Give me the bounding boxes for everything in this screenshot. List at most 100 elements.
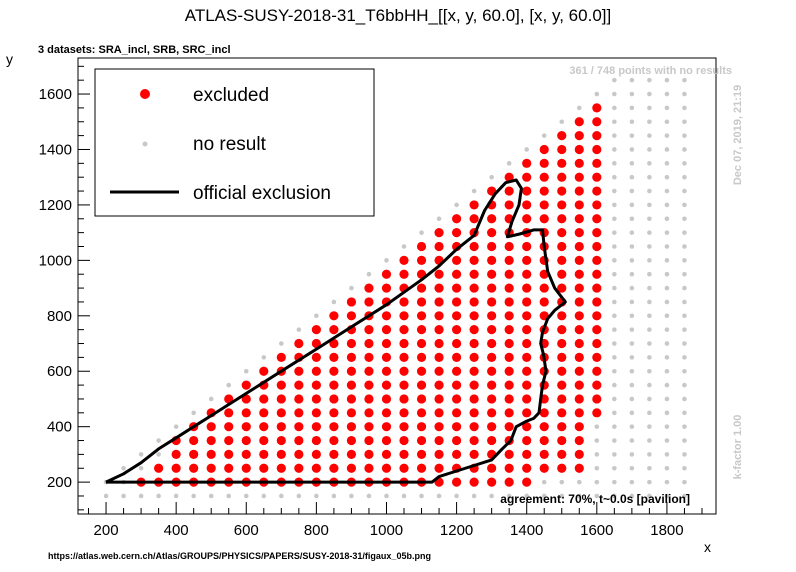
x-axis-label: x [704, 539, 711, 555]
no-result-point [506, 493, 512, 499]
no-result-point [664, 119, 670, 125]
no-result-point [103, 493, 109, 499]
x-tick-label: 1600 [580, 522, 613, 539]
excluded-point [539, 186, 549, 196]
excluded-point [451, 477, 462, 487]
excluded-point [311, 435, 321, 446]
excluded-point [364, 422, 374, 432]
no-result-point [629, 493, 635, 499]
no-result-point [647, 174, 652, 180]
x-tick-label: 1000 [370, 522, 403, 539]
no-result-point [682, 202, 687, 208]
no-result-point [664, 77, 670, 83]
no-result-point [612, 313, 617, 319]
no-result-point [559, 119, 565, 125]
no-result-point [208, 396, 214, 402]
no-result-point [647, 341, 652, 346]
excluded-point [574, 283, 584, 293]
no-result-point [664, 216, 670, 222]
excluded-point [539, 297, 549, 307]
no-result-point [454, 493, 459, 499]
no-result-point [647, 119, 652, 125]
no-result-point [647, 285, 652, 291]
no-result-point [436, 493, 442, 499]
excluded-point [276, 352, 286, 362]
no-result-point [682, 382, 687, 388]
excluded-point [311, 463, 321, 473]
no-result-point [682, 77, 687, 83]
excluded-point [451, 214, 462, 224]
excluded-point [487, 297, 497, 307]
no-result-point [664, 410, 670, 416]
excluded-point [574, 117, 584, 127]
excluded-point [154, 463, 164, 473]
no-result-point [647, 230, 652, 235]
no-result-point [629, 258, 635, 263]
excluded-point [557, 158, 567, 168]
no-result-point [647, 438, 652, 443]
no-result-point [664, 465, 670, 471]
excluded-point [469, 435, 479, 446]
excluded-point [487, 380, 497, 390]
excluded-point [451, 352, 462, 362]
excluded-point [557, 422, 567, 432]
no-result-point [682, 271, 687, 277]
excluded-point [434, 422, 444, 432]
no-result-point [682, 493, 687, 499]
excluded-point [364, 283, 374, 293]
no-result-point [576, 479, 582, 485]
excluded-point [206, 449, 216, 460]
excluded-point [434, 366, 444, 376]
excluded-point [574, 241, 584, 252]
excluded-point [346, 380, 357, 390]
excluded-point [539, 408, 549, 418]
excluded-point [574, 338, 584, 349]
excluded-point [522, 477, 532, 487]
excluded-point [399, 338, 409, 349]
excluded-point [574, 200, 584, 210]
excluded-point [469, 408, 479, 418]
no-result-point [664, 202, 670, 208]
no-result-point [489, 493, 494, 499]
excluded-point [434, 269, 444, 279]
excluded-point [522, 269, 532, 279]
y-tick-label: 200 [47, 474, 72, 491]
excluded-point [539, 158, 549, 168]
excluded-point [416, 325, 427, 335]
no-result-point [594, 438, 600, 443]
excluded-point [294, 449, 304, 460]
excluded-point [381, 394, 392, 404]
excluded-point [416, 338, 427, 349]
no-result-point [612, 133, 617, 138]
excluded-point [276, 408, 286, 418]
legend-no-result-label: no result [193, 134, 267, 155]
excluded-point [522, 241, 532, 252]
y-tick-label: 800 [47, 308, 72, 325]
excluded-point [451, 338, 462, 349]
excluded-point [346, 463, 357, 473]
no-result-point [296, 493, 302, 499]
no-result-point [612, 424, 617, 429]
excluded-point [224, 408, 234, 418]
no-result-point [682, 216, 687, 222]
excluded-point [504, 422, 514, 432]
excluded-point [346, 297, 357, 307]
no-result-point [664, 105, 670, 111]
excluded-point [276, 435, 286, 446]
no-result-point [191, 493, 196, 499]
y-tick-label: 1000 [39, 252, 72, 269]
excluded-point [469, 283, 479, 293]
excluded-point [416, 283, 427, 293]
excluded-point [574, 255, 584, 265]
excluded-point [346, 422, 357, 432]
excluded-point [434, 435, 444, 446]
excluded-point [434, 352, 444, 362]
excluded-point [259, 366, 269, 376]
excluded-point [451, 366, 462, 376]
excluded-point [399, 394, 409, 404]
no-result-point [612, 105, 617, 111]
no-result-point [541, 479, 547, 485]
excluded-point [381, 422, 392, 432]
legend: excluded no result official exclusion [94, 68, 375, 217]
excluded-point [557, 449, 567, 460]
